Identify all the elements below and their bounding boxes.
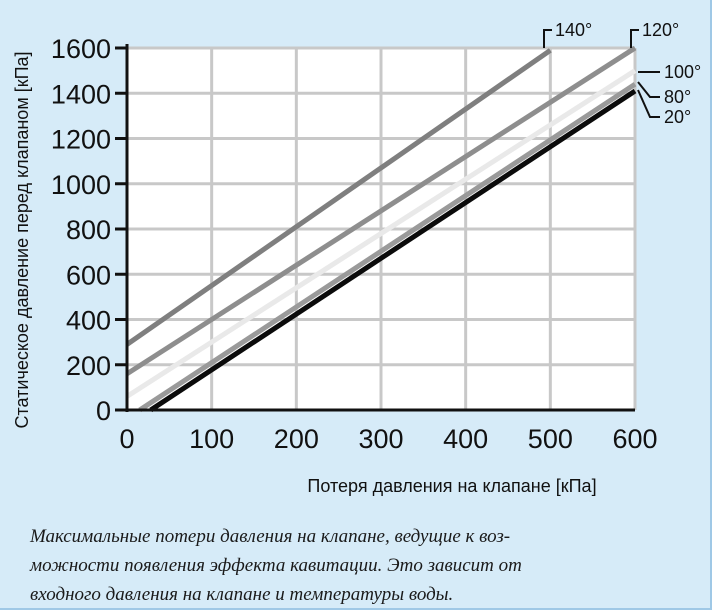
y-tick-label: 800 (66, 215, 111, 245)
series-line-100deg (125, 68, 637, 399)
series-leader-line (637, 89, 660, 118)
series-line-120deg (125, 45, 637, 376)
series-line-80deg (138, 82, 637, 413)
y-tick-label: 400 (66, 306, 111, 336)
x-tick-label: 0 (119, 424, 134, 454)
series-line-140deg (125, 48, 552, 347)
series-leader-line (637, 81, 660, 98)
series-lines (125, 45, 637, 413)
x-tick-label: 400 (443, 424, 488, 454)
series-leader-line (630, 29, 639, 48)
y-tick-label: 200 (66, 351, 111, 381)
axes: 0 100 200 300 400 500 600 0 200 400 600 800 1000 1200… (51, 34, 658, 454)
y-tick-label: 0 (96, 396, 111, 426)
x-tick-label: 100 (189, 424, 234, 454)
caption-line-3: входного давления на клапане и температу… (30, 584, 454, 605)
y-axis-title: Статическое давление перед клапаном [кПа… (12, 51, 32, 428)
x-tick-label: 500 (528, 424, 573, 454)
series-labels: 140° 120° 100° 80°20° (543, 20, 701, 127)
y-tick-label: 1200 (51, 125, 111, 155)
series-line-20deg (149, 88, 637, 413)
series-label: 120° (642, 20, 679, 40)
y-tick-label: 1000 (51, 170, 111, 200)
caption-line-2: можности появления эффекта кавитации. Эт… (30, 555, 522, 576)
series-leader-line (543, 29, 552, 48)
figure-caption: Максимальные потери давления на клапане,… (30, 522, 690, 609)
x-tick-label: 600 (612, 424, 657, 454)
series-label: 100° (664, 62, 701, 82)
y-tick-label: 600 (66, 260, 111, 290)
y-tick-label: 1400 (51, 79, 111, 109)
x-axis-title: Потеря давления на клапане [кПа] (307, 476, 596, 496)
series-label: 80° (664, 87, 691, 107)
series-label: 140° (555, 20, 592, 40)
series-label: 20° (664, 107, 691, 127)
x-tick-label: 200 (274, 424, 319, 454)
y-tick-label: 1600 (51, 34, 111, 64)
x-tick-label: 300 (358, 424, 403, 454)
caption-line-1: Максимальные потери давления на клапане,… (30, 526, 511, 547)
